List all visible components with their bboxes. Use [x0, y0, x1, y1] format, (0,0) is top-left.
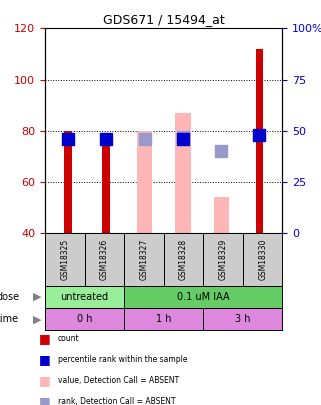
- Title: GDS671 / 15494_at: GDS671 / 15494_at: [103, 13, 225, 26]
- Text: ▶: ▶: [33, 314, 42, 324]
- Text: GSM18325: GSM18325: [60, 239, 69, 280]
- Text: GSM18328: GSM18328: [179, 239, 188, 280]
- FancyBboxPatch shape: [49, 233, 87, 274]
- Bar: [102, 136, 110, 233]
- Text: time: time: [0, 314, 19, 324]
- Bar: [45, 308, 124, 330]
- Text: GSM18326: GSM18326: [102, 231, 111, 276]
- FancyBboxPatch shape: [202, 233, 240, 274]
- Bar: [45, 286, 124, 308]
- Bar: [203, 308, 282, 330]
- Bar: [137, 131, 152, 233]
- Text: count: count: [58, 334, 79, 343]
- Bar: [243, 233, 282, 286]
- Text: untreated: untreated: [60, 292, 108, 302]
- Text: GSM18327: GSM18327: [139, 239, 148, 280]
- FancyBboxPatch shape: [164, 233, 202, 274]
- FancyBboxPatch shape: [126, 233, 164, 274]
- Text: ■: ■: [39, 395, 50, 405]
- Text: rank, Detection Call = ABSENT: rank, Detection Call = ABSENT: [58, 397, 175, 405]
- Bar: [124, 233, 164, 286]
- Bar: [84, 233, 124, 286]
- Text: GSM18327: GSM18327: [140, 231, 149, 276]
- Text: ■: ■: [39, 353, 50, 366]
- Bar: [64, 131, 72, 233]
- Text: GSM18326: GSM18326: [100, 239, 109, 280]
- FancyBboxPatch shape: [240, 233, 279, 274]
- Text: ■: ■: [39, 332, 50, 345]
- Bar: [203, 233, 243, 286]
- Point: [104, 136, 109, 142]
- Text: GSM18329: GSM18329: [217, 231, 226, 276]
- Text: GSM18325: GSM18325: [64, 231, 73, 276]
- Text: dose: dose: [0, 292, 19, 302]
- Text: ■: ■: [39, 374, 50, 387]
- Bar: [175, 113, 191, 233]
- Text: ▶: ▶: [33, 292, 42, 302]
- Bar: [164, 233, 203, 286]
- Point: [180, 136, 186, 142]
- Text: GSM18330: GSM18330: [258, 239, 267, 280]
- Point: [219, 148, 224, 154]
- Text: 0.1 uM IAA: 0.1 uM IAA: [177, 292, 230, 302]
- Bar: [124, 308, 203, 330]
- Text: GSM18330: GSM18330: [255, 231, 264, 276]
- Text: percentile rank within the sample: percentile rank within the sample: [58, 355, 187, 364]
- Bar: [45, 233, 84, 286]
- Text: GSM18329: GSM18329: [219, 239, 228, 280]
- Point: [65, 136, 71, 142]
- Bar: [124, 286, 282, 308]
- Text: 1 h: 1 h: [156, 314, 171, 324]
- Point: [142, 136, 147, 142]
- Bar: [256, 49, 263, 233]
- Text: 3 h: 3 h: [235, 314, 251, 324]
- Point: [257, 132, 262, 138]
- Text: 0 h: 0 h: [77, 314, 92, 324]
- Bar: [213, 197, 229, 233]
- Text: GSM18328: GSM18328: [178, 231, 187, 276]
- Point: [180, 134, 186, 140]
- FancyBboxPatch shape: [87, 233, 126, 274]
- Text: value, Detection Call = ABSENT: value, Detection Call = ABSENT: [58, 376, 179, 385]
